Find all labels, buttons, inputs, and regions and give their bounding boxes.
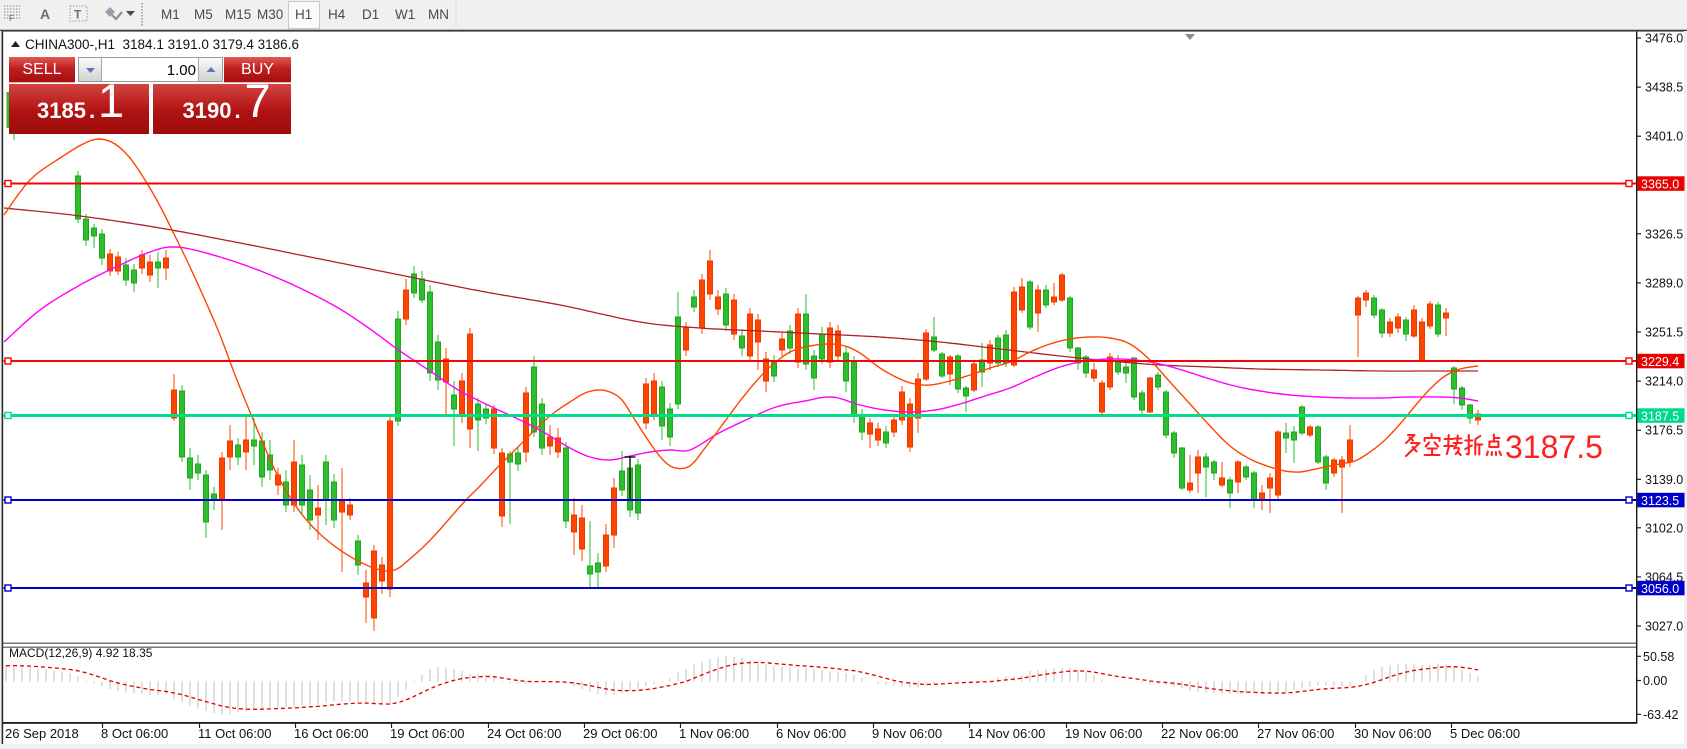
svg-text:CHINA300-,H1 3184.1 3191.0 31: CHINA300-,H1 3184.1 3191.0 3179.4 3186.6 (25, 37, 299, 52)
svg-text:3214.0: 3214.0 (1645, 375, 1683, 389)
svg-text:3251.5: 3251.5 (1645, 326, 1683, 340)
svg-text:3027.0: 3027.0 (1645, 620, 1683, 634)
svg-text:M5: M5 (194, 7, 213, 22)
svg-text:H1: H1 (295, 7, 312, 22)
svg-text:M1: M1 (161, 7, 180, 22)
svg-text:-63.42: -63.42 (1643, 708, 1678, 722)
svg-text:6 Nov 06:00: 6 Nov 06:00 (776, 726, 846, 741)
svg-text:19 Nov 06:00: 19 Nov 06:00 (1065, 726, 1142, 741)
svg-text:D1: D1 (362, 7, 379, 22)
svg-text:1 Nov 06:00: 1 Nov 06:00 (679, 726, 749, 741)
svg-text:3102.0: 3102.0 (1645, 521, 1683, 535)
svg-text:3289.0: 3289.0 (1645, 276, 1683, 290)
svg-text:29 Oct 06:00: 29 Oct 06:00 (583, 726, 657, 741)
svg-text:3187.5: 3187.5 (1641, 409, 1679, 423)
svg-text:8 Oct 06:00: 8 Oct 06:00 (101, 726, 168, 741)
svg-text:11 Oct 06:00: 11 Oct 06:00 (198, 726, 271, 741)
svg-text:22 Nov 06:00: 22 Nov 06:00 (1161, 726, 1238, 741)
svg-text:50.58: 50.58 (1643, 650, 1674, 664)
svg-text:H4: H4 (328, 7, 346, 22)
svg-text:3438.5: 3438.5 (1645, 81, 1683, 95)
svg-text:3365.0: 3365.0 (1641, 177, 1679, 191)
svg-text:3326.5: 3326.5 (1645, 227, 1683, 241)
svg-text:3056.0: 3056.0 (1641, 582, 1679, 596)
svg-text:A: A (40, 6, 50, 22)
svg-text:26 Sep 2018: 26 Sep 2018 (5, 726, 79, 741)
svg-text:F: F (9, 14, 14, 23)
svg-text:9 Nov 06:00: 9 Nov 06:00 (872, 726, 942, 741)
svg-text:30 Nov 06:00: 30 Nov 06:00 (1354, 726, 1431, 741)
svg-text:16 Oct 06:00: 16 Oct 06:00 (294, 726, 368, 741)
svg-text:W1: W1 (395, 7, 415, 22)
svg-text:MACD(12,26,9) 4.92 18.35: MACD(12,26,9) 4.92 18.35 (9, 646, 153, 660)
svg-text:0.00: 0.00 (1643, 674, 1667, 688)
svg-text:27 Nov 06:00: 27 Nov 06:00 (1257, 726, 1334, 741)
svg-text:M30: M30 (257, 7, 283, 22)
svg-text:3123.5: 3123.5 (1641, 494, 1679, 508)
svg-text:MN: MN (428, 7, 449, 22)
svg-text:T: T (74, 8, 82, 22)
svg-text:M15: M15 (225, 7, 251, 22)
svg-text:5 Dec 06:00: 5 Dec 06:00 (1450, 726, 1520, 741)
svg-text:3401.0: 3401.0 (1645, 130, 1683, 144)
svg-text:3176.5: 3176.5 (1645, 424, 1683, 438)
svg-text:3139.0: 3139.0 (1645, 473, 1683, 487)
svg-text:24 Oct 06:00: 24 Oct 06:00 (487, 726, 561, 741)
svg-text:14 Nov 06:00: 14 Nov 06:00 (968, 726, 1045, 741)
svg-text:3476.0: 3476.0 (1645, 32, 1683, 46)
svg-text:3187.5: 3187.5 (1505, 429, 1603, 465)
svg-text:3229.4: 3229.4 (1641, 355, 1679, 369)
svg-text:19 Oct 06:00: 19 Oct 06:00 (390, 726, 464, 741)
